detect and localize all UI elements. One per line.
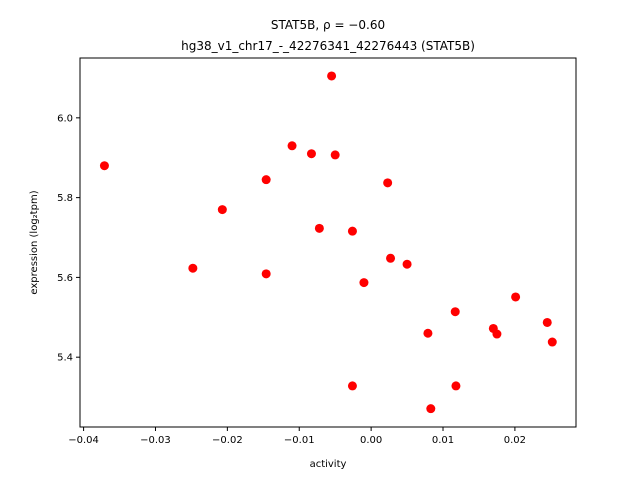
x-tick-label: −0.04	[68, 435, 99, 446]
data-point	[327, 71, 337, 81]
data-point	[547, 337, 557, 347]
data-point	[306, 149, 316, 159]
data-point	[450, 307, 460, 317]
y-tick-label: 6.0	[57, 113, 73, 124]
data-point	[511, 292, 521, 302]
data-point	[347, 381, 357, 391]
chart-title-line2: hg38_v1_chr17_-_42276341_42276443 (STAT5…	[181, 39, 475, 53]
data-point	[287, 141, 297, 151]
y-axis-ticks: 5.4 5.6 5.8 6.0	[57, 113, 80, 364]
x-tick-label: −0.01	[284, 435, 315, 446]
data-point	[426, 404, 436, 414]
x-tick-label: −0.02	[212, 435, 243, 446]
data-point	[359, 278, 369, 288]
data-point	[330, 150, 340, 160]
data-point	[261, 175, 271, 185]
x-axis-label: activity	[310, 459, 347, 470]
plot-frame	[79, 57, 577, 428]
data-point	[492, 329, 502, 339]
x-tick-label: 0.01	[432, 435, 454, 446]
data-point	[99, 161, 109, 171]
data-point	[261, 269, 271, 279]
data-points	[99, 71, 557, 414]
y-axis-label: expression (log₂tpm)	[29, 190, 40, 294]
y-tick-label: 5.4	[57, 353, 73, 364]
y-tick-label: 5.6	[57, 273, 73, 284]
data-point	[188, 263, 198, 273]
data-point	[347, 226, 357, 236]
data-point	[402, 259, 412, 269]
data-point	[386, 253, 396, 263]
y-tick-label: 5.8	[57, 193, 73, 204]
chart-title-line1: STAT5B, ρ = −0.60	[271, 18, 385, 32]
x-tick-label: −0.03	[140, 435, 171, 446]
data-point	[542, 317, 552, 327]
x-axis-ticks: −0.04 −0.03 −0.02 −0.01 0.00 0.01 0.02	[68, 427, 526, 446]
data-point	[423, 328, 433, 338]
data-point	[383, 178, 393, 188]
data-point	[314, 223, 324, 233]
x-tick-label: 0.02	[504, 435, 526, 446]
data-point	[217, 205, 227, 215]
x-tick-label: 0.00	[360, 435, 382, 446]
data-point	[451, 381, 461, 391]
